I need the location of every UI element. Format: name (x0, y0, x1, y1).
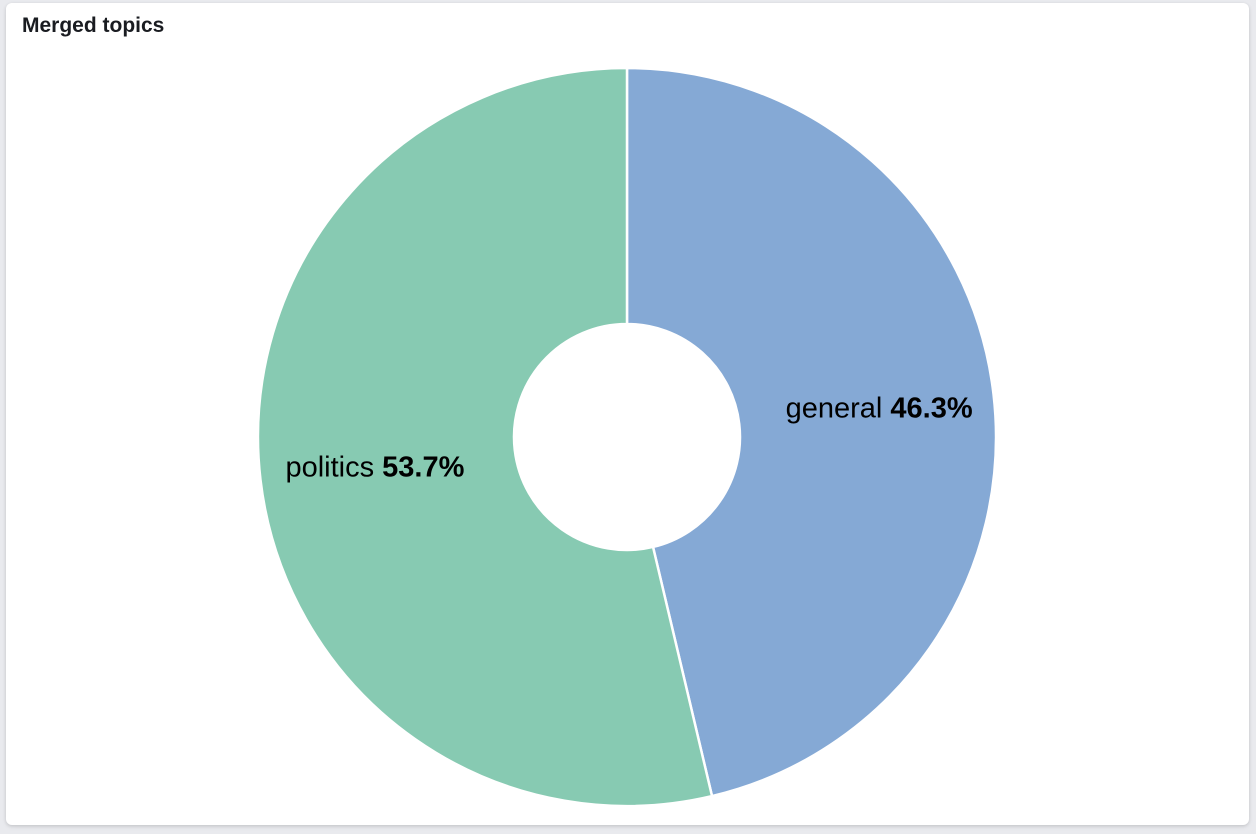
chart-panel: Merged topics general 46.3% politics 53.7… (6, 3, 1249, 825)
panel-title: Merged topics (22, 14, 165, 37)
pie-slice-politics[interactable] (256, 66, 714, 808)
pie-slice-general[interactable] (625, 66, 998, 798)
slice-label-name: general (786, 393, 891, 425)
slice-label-general: general 46.3% (786, 393, 973, 425)
slice-label-politics: politics 53.7% (285, 451, 464, 483)
donut-chart: general 46.3% politics 53.7% (256, 66, 998, 808)
slice-label-name: politics (285, 451, 382, 483)
slice-label-percent: 53.7% (382, 451, 464, 483)
slice-label-percent: 46.3% (890, 393, 972, 425)
